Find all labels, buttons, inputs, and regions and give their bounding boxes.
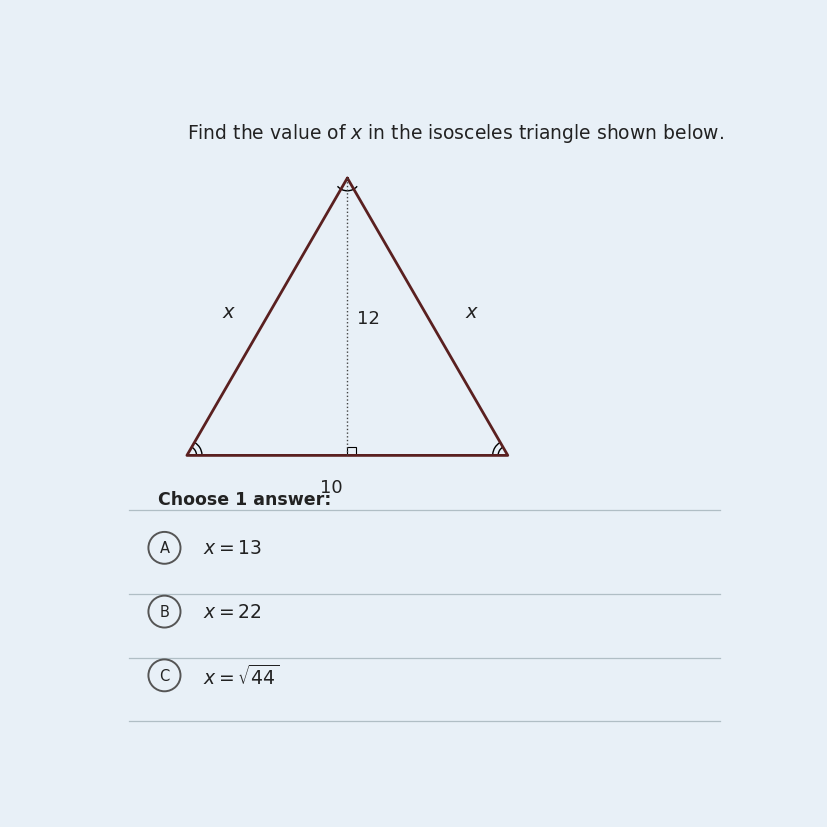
Text: $x$: $x$ (222, 304, 236, 322)
Text: $x = 13$: $x = 13$ (203, 538, 261, 557)
Text: 10: 10 (319, 478, 342, 496)
Text: $x = 22$: $x = 22$ (203, 602, 261, 621)
Text: 12: 12 (356, 310, 380, 328)
Text: A: A (160, 541, 170, 556)
Text: B: B (160, 605, 170, 619)
Text: Find the value of $x$ in the isosceles triangle shown below.: Find the value of $x$ in the isosceles t… (187, 122, 723, 145)
Text: $x$: $x$ (465, 304, 479, 322)
Text: $x = \sqrt{44}$: $x = \sqrt{44}$ (203, 663, 279, 687)
Text: C: C (159, 668, 170, 683)
Text: Choose 1 answer:: Choose 1 answer: (158, 491, 331, 509)
